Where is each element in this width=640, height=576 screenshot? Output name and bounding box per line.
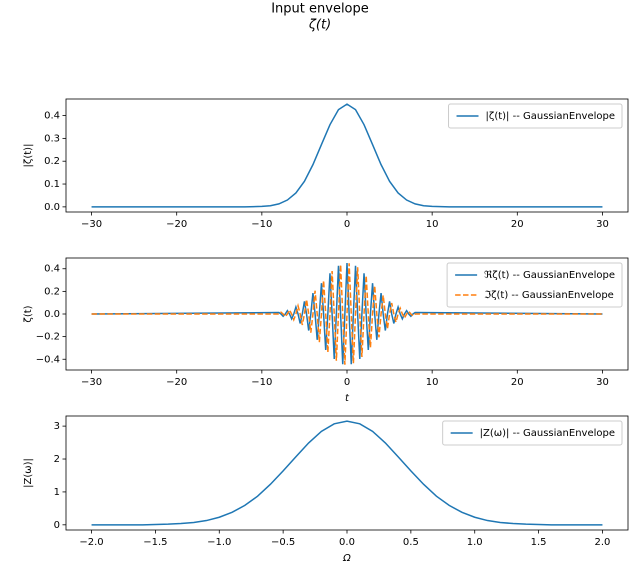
x-tick-label: −20 — [166, 377, 187, 388]
y-tick-label: 3 — [54, 421, 60, 432]
x-tick-label: 20 — [511, 377, 524, 388]
x-tick-label: 2.0 — [595, 537, 611, 548]
x-tick-label: 0 — [344, 377, 350, 388]
y-tick-label: 1 — [54, 487, 60, 498]
axes-frame — [65, 257, 629, 371]
x-axis-label: Ω — [342, 553, 351, 564]
y-tick-label: 0.4 — [44, 111, 60, 122]
x-tick-label: 30 — [596, 377, 609, 388]
y-axis-label: |ζ(t)| — [23, 144, 34, 168]
legend-frame — [448, 103, 623, 129]
legend-label: |ζ(t)| -- GaussianEnvelope — [486, 111, 615, 122]
y-tick-label: −0.2 — [36, 332, 60, 343]
y-tick-label: 0.0 — [44, 309, 60, 320]
y-tick-label: 0 — [54, 520, 60, 531]
legend: |ζ(t)| -- GaussianEnvelope — [448, 103, 623, 129]
axes: −30 −20 −10 0 10 20 30 −0.4 −0.2 0.0 0.2 0.4 t ζ(t) ℜζ… — [23, 257, 629, 404]
x-tick-label: 0 — [344, 219, 350, 230]
x-tick-label: 20 — [511, 219, 524, 230]
series-line — [91, 420, 603, 526]
axes: −30 −20 −10 0 10 20 30 0.0 0.1 0.2 0.3 0.4 |ζ(t)| |ζ(… — [23, 98, 629, 230]
legend-frame — [442, 420, 623, 446]
y-tick-label: 0.2 — [44, 286, 60, 297]
x-tick-label: 0.0 — [339, 537, 355, 548]
legend-frame — [446, 262, 623, 308]
figure-title: Input envelope — [271, 2, 369, 17]
axes-frame — [65, 98, 629, 213]
x-tick-label: 1.5 — [531, 537, 547, 548]
x-tick-label: 1.0 — [467, 537, 483, 548]
x-tick-label: −10 — [251, 377, 272, 388]
x-tick-label: −10 — [251, 219, 272, 230]
legend-label: ℜζ(t) -- GaussianEnvelope — [484, 270, 615, 281]
y-tick-label: 0.3 — [44, 133, 60, 144]
series-line — [91, 263, 603, 365]
x-tick-label: 30 — [596, 219, 609, 230]
figure-subtitle: ζ(t) — [308, 18, 331, 33]
y-tick-label: −0.4 — [36, 354, 60, 365]
axes-frame — [65, 415, 629, 531]
series-line — [91, 263, 603, 365]
x-tick-label: −20 — [166, 219, 187, 230]
x-axis-label: t — [345, 393, 350, 404]
y-tick-label: 0.4 — [44, 264, 60, 275]
y-tick-label: 2 — [54, 454, 60, 465]
y-tick-label: 0.2 — [44, 156, 60, 167]
axes: −2.0 −1.5 −1.0 −0.5 0.0 0.5 1.0 1.5 2.0 0 1 2 3 Ω |Z(ω… — [23, 415, 629, 564]
x-tick-label: 10 — [426, 219, 439, 230]
x-tick-label: 0.5 — [403, 537, 419, 548]
x-tick-label: −2.0 — [79, 537, 103, 548]
x-tick-label: −30 — [81, 377, 102, 388]
y-axis-label: |Z(ω)| — [23, 458, 34, 488]
y-tick-label: 0.1 — [44, 179, 60, 190]
legend-label: |Z(ω)| -- GaussianEnvelope — [480, 428, 615, 439]
y-axis-label: ζ(t) — [23, 305, 34, 322]
x-tick-label: 10 — [426, 377, 439, 388]
x-tick-label: −1.5 — [143, 537, 167, 548]
y-tick-label: 0.0 — [44, 202, 60, 213]
legend: ℜζ(t) -- GaussianEnvelope ℑζ(t) -- Gaussi… — [446, 262, 623, 308]
x-tick-label: −0.5 — [271, 537, 295, 548]
legend-label: ℑζ(t) -- GaussianEnvelope — [484, 290, 614, 301]
x-tick-label: −1.0 — [207, 537, 231, 548]
legend: |Z(ω)| -- GaussianEnvelope — [442, 420, 623, 446]
x-tick-label: −30 — [81, 219, 102, 230]
series-line — [91, 103, 603, 208]
